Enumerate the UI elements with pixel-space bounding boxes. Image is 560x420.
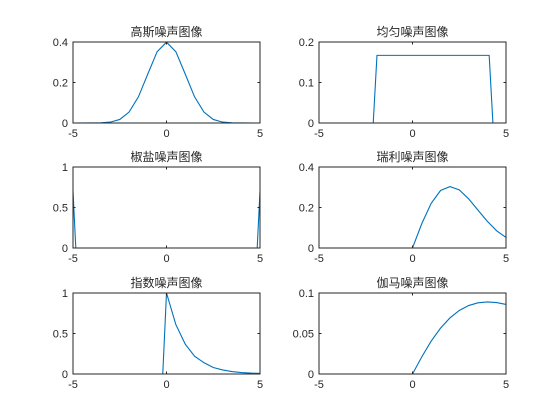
- x-tick-label: 0: [163, 253, 169, 265]
- plot-area: [319, 293, 506, 374]
- subplot-title: 瑞利噪声图像: [376, 150, 448, 164]
- x-tick-label: 5: [257, 379, 263, 391]
- x-tick-label: -5: [68, 379, 78, 391]
- x-tick-label: -5: [68, 253, 78, 265]
- y-tick-label: 0.2: [299, 37, 314, 49]
- plot-area: [319, 167, 506, 248]
- x-tick-label: 0: [409, 128, 415, 140]
- y-tick-label: 0: [62, 243, 68, 255]
- subplot-title: 指数噪声图像: [130, 275, 202, 290]
- x-tick-label: 0: [163, 379, 169, 391]
- x-tick-label: 5: [257, 253, 263, 265]
- y-tick-label: 0: [308, 243, 314, 255]
- x-tick-label: 5: [503, 379, 509, 391]
- y-tick-label: 0: [62, 369, 68, 381]
- y-tick-label: 0.5: [53, 203, 68, 215]
- y-tick-label: 0.1: [299, 78, 314, 90]
- x-tick-label: -5: [314, 253, 324, 265]
- y-tick-label: 0.1: [299, 288, 314, 300]
- subplot-title: 高斯噪声图像: [130, 24, 202, 39]
- y-tick-label: 1: [62, 162, 68, 174]
- x-tick-label: 0: [163, 128, 169, 140]
- subplot-title: 均匀噪声图像: [376, 25, 448, 39]
- subplot-title: 伽马噪声图像: [376, 275, 448, 290]
- plot-area: [73, 293, 260, 374]
- plot-area: [319, 42, 506, 123]
- x-tick-label: 0: [409, 253, 415, 265]
- y-tick-label: 0.2: [53, 78, 68, 90]
- y-tick-label: 0.2: [299, 203, 314, 215]
- plot-area: [73, 42, 260, 123]
- y-tick-label: 1: [62, 288, 68, 300]
- x-tick-label: 5: [503, 253, 509, 265]
- subplot-title: 椒盐噪声图像: [130, 150, 202, 164]
- y-tick-label: 0: [308, 369, 314, 381]
- series-line: [319, 301, 507, 375]
- y-tick-label: 0.4: [299, 162, 314, 174]
- y-tick-label: 0: [308, 118, 314, 130]
- series-line: [319, 186, 507, 249]
- x-tick-label: 5: [503, 128, 509, 140]
- y-tick-label: 0.5: [53, 329, 68, 341]
- x-tick-label: -5: [68, 128, 78, 140]
- y-tick-label: 0.05: [293, 329, 314, 341]
- x-tick-label: 5: [257, 128, 263, 140]
- x-tick-label: -5: [314, 379, 324, 391]
- y-tick-label: 0.4: [53, 37, 68, 49]
- plot-area: [73, 167, 260, 248]
- y-tick-label: 0: [62, 118, 68, 130]
- x-tick-label: -5: [314, 128, 324, 140]
- x-tick-label: 0: [409, 379, 415, 391]
